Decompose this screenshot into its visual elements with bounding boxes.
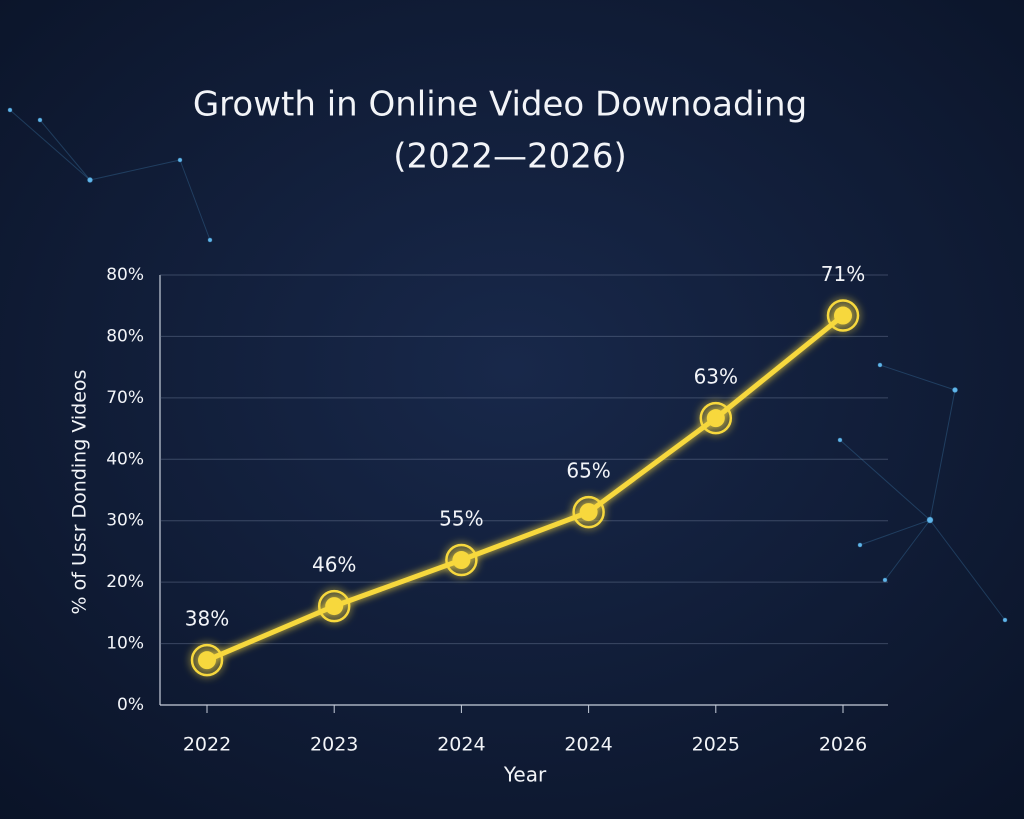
data-label: 46% (312, 553, 356, 577)
chart-title: Growth in Online Video Downoading (193, 85, 807, 125)
y-tick-label: 80% (106, 265, 144, 285)
point-ring (826, 299, 860, 332)
x-tick-label: 2024 (437, 734, 485, 756)
x-tick-label: 2026 (819, 734, 867, 756)
point (579, 503, 598, 522)
y-tick-label: 40% (106, 449, 144, 469)
chart-title: (2022—2026) (393, 137, 627, 177)
point-ring (190, 643, 224, 677)
y-tick-label: 0% (117, 695, 144, 715)
point-ring (317, 589, 351, 623)
data-label: 71% (821, 262, 865, 286)
series (190, 299, 860, 677)
y-tick-label: 30% (106, 511, 144, 531)
y-tick-label: 70% (106, 388, 144, 408)
y-tick-label: 20% (106, 572, 144, 592)
y-tick-label: 10% (106, 634, 144, 654)
x-axis-label: Year (503, 763, 547, 787)
point-ring (445, 543, 478, 577)
point (452, 551, 471, 570)
x-tick-label: 2022 (183, 734, 231, 756)
data-label: 38% (185, 607, 229, 631)
x-tick-label: 2024 (564, 734, 612, 756)
point-ring (699, 401, 733, 435)
network-decoration (7, 107, 1008, 623)
point (706, 409, 725, 428)
data-label: 63% (694, 365, 738, 389)
x-tick-label: 2025 (692, 734, 740, 756)
y-axis-label: % of Ussr Donding Videos (69, 370, 91, 615)
point (834, 306, 852, 325)
data-label: 55% (439, 507, 483, 531)
point (198, 651, 216, 670)
data-label: 65% (566, 459, 610, 483)
point-ring (572, 495, 605, 529)
y-tick-label: 80% (106, 326, 144, 346)
point (325, 597, 344, 616)
line (206, 313, 845, 663)
x-tick-label: 2023 (310, 734, 358, 756)
